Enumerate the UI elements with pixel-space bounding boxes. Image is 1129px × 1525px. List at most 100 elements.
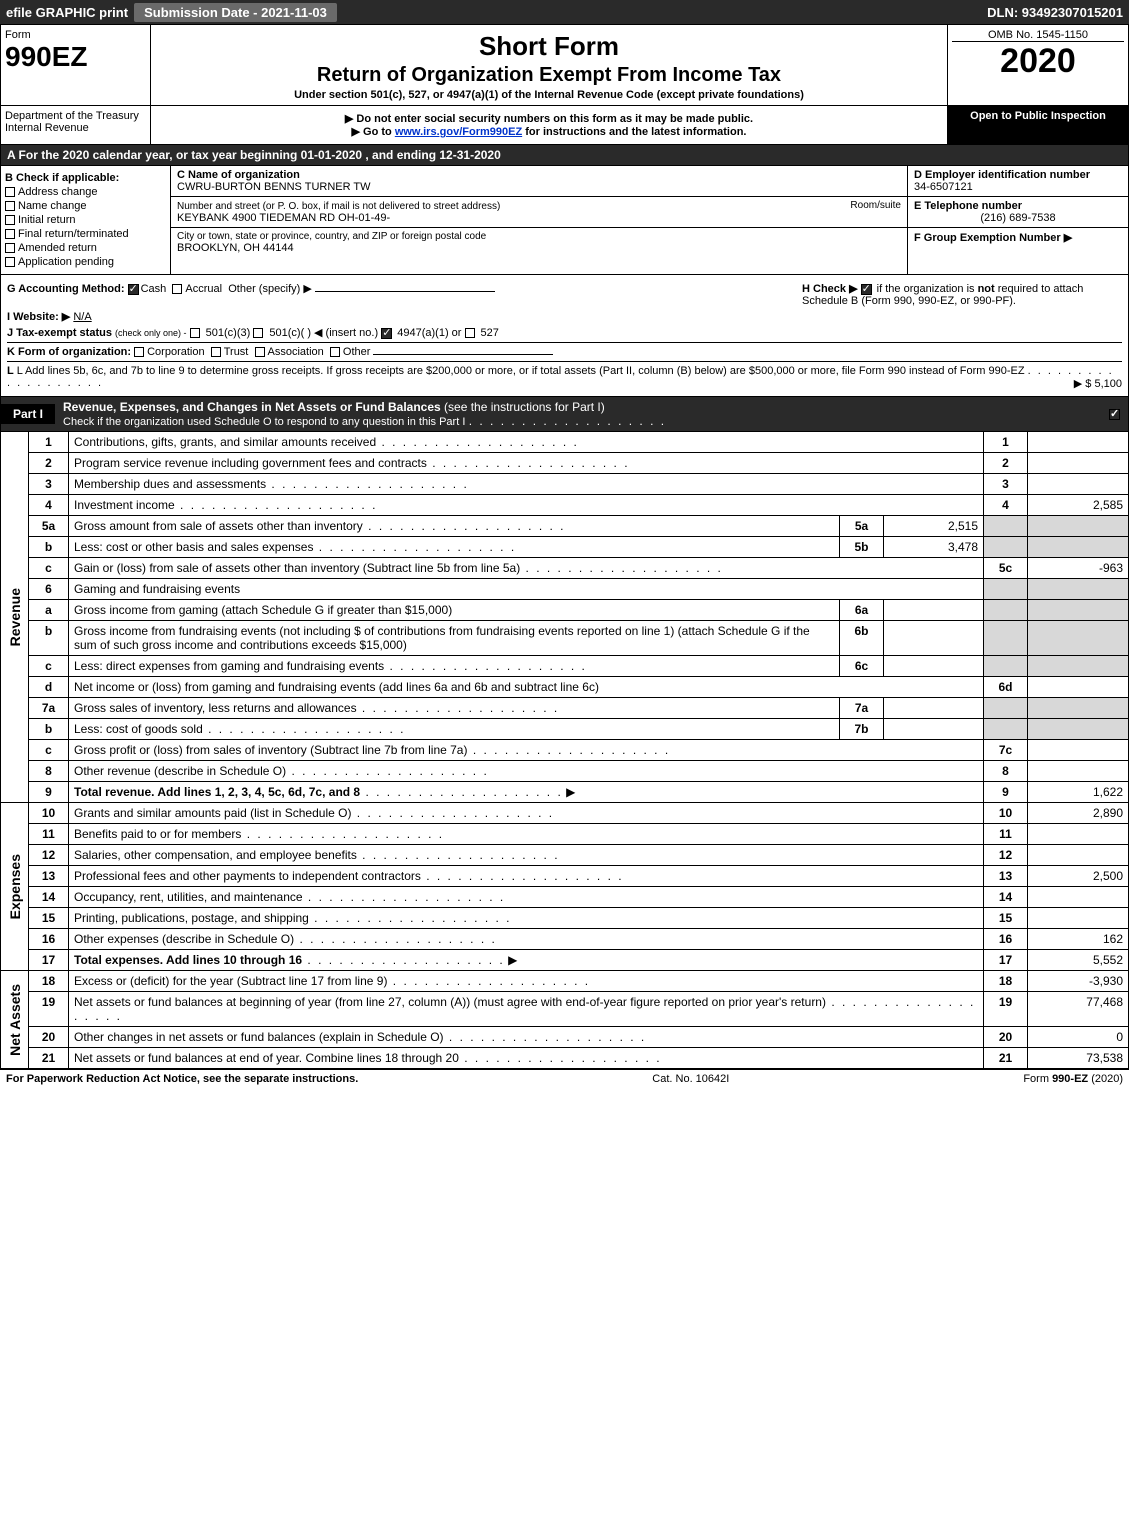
- city-label: City or town, state or province, country…: [177, 231, 901, 242]
- check-name-change[interactable]: Name change: [5, 200, 166, 212]
- check-label: Name change: [18, 200, 87, 212]
- form-number: 990EZ: [5, 41, 146, 73]
- irs-link[interactable]: www.irs.gov/Form990EZ: [395, 126, 522, 138]
- line-i: I Website: ▶ N/A: [7, 310, 1122, 323]
- f-label: F Group Exemption Number ▶: [914, 232, 1072, 244]
- section-def: D Employer identification number 34-6507…: [908, 166, 1128, 274]
- check-trust[interactable]: [211, 347, 221, 357]
- inner-code: 6a: [840, 600, 884, 620]
- row-desc: Net assets or fund balances at end of ye…: [74, 1051, 459, 1065]
- dept-cell: Department of the Treasury Internal Reve…: [1, 106, 151, 144]
- f-block: F Group Exemption Number ▶: [908, 228, 1128, 247]
- line-g-h: G Accounting Method: Cash Accrual Other …: [7, 282, 1122, 307]
- part1-checkbox[interactable]: [1109, 409, 1120, 420]
- h-not: not: [978, 283, 995, 295]
- row-val: [1028, 845, 1128, 865]
- revenue-label: Revenue: [7, 588, 23, 646]
- row-11: 11Benefits paid to or for members11: [29, 824, 1128, 845]
- check-h[interactable]: [861, 284, 872, 295]
- row-12: 12Salaries, other compensation, and empl…: [29, 845, 1128, 866]
- check-address-change[interactable]: Address change: [5, 186, 166, 198]
- addr-block: Number and street (or P. O. box, if mail…: [171, 197, 907, 228]
- instructions-cell: ▶ Do not enter social security numbers o…: [151, 106, 948, 144]
- g-cash: Cash: [141, 283, 167, 295]
- row-num: a: [29, 600, 69, 620]
- header-right: OMB No. 1545-1150 2020: [948, 25, 1128, 105]
- row-desc: Other changes in net assets or fund bala…: [74, 1030, 444, 1044]
- revenue-body: 1 Contributions, gifts, grants, and simi…: [29, 432, 1128, 802]
- row-num: 7a: [29, 698, 69, 718]
- shade-cell: [1028, 579, 1128, 599]
- line-l: L L Add lines 5b, 6c, and 7b to line 9 t…: [7, 361, 1122, 389]
- check-label: Final return/terminated: [18, 228, 129, 240]
- ein-value: 34-6507121: [914, 181, 1122, 193]
- h-label: H Check ▶: [802, 283, 858, 295]
- row-val: [1028, 453, 1128, 473]
- row-desc: Occupancy, rent, utilities, and maintena…: [74, 890, 303, 904]
- shade-cell: [984, 600, 1028, 620]
- row-21: 21 Net assets or fund balances at end of …: [29, 1048, 1128, 1068]
- check-corp[interactable]: [134, 347, 144, 357]
- check-accrual[interactable]: [172, 284, 182, 294]
- tax-year: 2020: [952, 42, 1124, 81]
- expenses-body: 10Grants and similar amounts paid (list …: [29, 803, 1128, 970]
- inner-val: 3,478: [884, 537, 984, 557]
- calendar-year-row: A For the 2020 calendar year, or tax yea…: [0, 145, 1129, 166]
- footer-right: Form 990-EZ (2020): [1023, 1073, 1123, 1085]
- row-5b: b Less: cost or other basis and sales ex…: [29, 537, 1128, 558]
- check-final-return[interactable]: Final return/terminated: [5, 228, 166, 240]
- row-19: 19Net assets or fund balances at beginni…: [29, 992, 1128, 1027]
- row-desc: Gaming and fundraising events: [69, 579, 984, 599]
- row-val: [1028, 474, 1128, 494]
- row-17: 17Total expenses. Add lines 10 through 1…: [29, 950, 1128, 970]
- row-5c: c Gain or (loss) from sale of assets oth…: [29, 558, 1128, 579]
- row-code: 8: [984, 761, 1028, 781]
- row-6a: a Gross income from gaming (attach Sched…: [29, 600, 1128, 621]
- row-val: [1028, 908, 1128, 928]
- check-501c3[interactable]: [190, 328, 200, 338]
- revenue-section: Revenue 1 Contributions, gifts, grants, …: [0, 432, 1129, 803]
- check-amended-return[interactable]: Amended return: [5, 242, 166, 254]
- l-text: L Add lines 5b, 6c, and 7b to line 9 to …: [17, 365, 1025, 377]
- row-num: d: [29, 677, 69, 697]
- check-initial-return[interactable]: Initial return: [5, 214, 166, 226]
- part1-tab: Part I: [1, 404, 55, 424]
- row-num: b: [29, 537, 69, 557]
- row-code: 21: [984, 1048, 1028, 1068]
- row-num: 5a: [29, 516, 69, 536]
- row-code: 13: [984, 866, 1028, 886]
- inner-val: [884, 621, 984, 655]
- row-val: 77,468: [1028, 992, 1128, 1026]
- j-sub: (check only one) -: [115, 328, 187, 338]
- check-527[interactable]: [465, 328, 475, 338]
- row-val: [1028, 761, 1128, 781]
- e-block: E Telephone number (216) 689-7538: [908, 197, 1128, 228]
- check-501c[interactable]: [253, 328, 263, 338]
- check-application-pending[interactable]: Application pending: [5, 256, 166, 268]
- top-bar: efile GRAPHIC print Submission Date - 20…: [0, 0, 1129, 24]
- check-4947[interactable]: [381, 328, 392, 339]
- form-header: Form 990EZ Short Form Return of Organiza…: [0, 24, 1129, 106]
- row-num: 13: [29, 866, 69, 886]
- warning-text: ▶ Do not enter social security numbers o…: [157, 112, 941, 125]
- check-cash[interactable]: [128, 284, 139, 295]
- inner-val: [884, 719, 984, 739]
- revenue-label-cell: Revenue: [1, 432, 29, 802]
- section-c: C Name of organization CWRU-BURTON BENNS…: [171, 166, 908, 274]
- row-16: 16Other expenses (describe in Schedule O…: [29, 929, 1128, 950]
- netassets-section: Net Assets 18Excess or (deficit) for the…: [0, 971, 1129, 1069]
- row-desc: Other expenses (describe in Schedule O): [74, 932, 294, 946]
- row-num: 9: [29, 782, 69, 802]
- row-val: 5,552: [1028, 950, 1128, 970]
- row-code: 3: [984, 474, 1028, 494]
- row-code: 14: [984, 887, 1028, 907]
- check-label: Address change: [18, 186, 98, 198]
- row-code: 20: [984, 1027, 1028, 1047]
- title-return: Return of Organization Exempt From Incom…: [155, 64, 943, 87]
- city-value: BROOKLYN, OH 44144: [177, 242, 901, 254]
- line-j: J Tax-exempt status (check only one) - 5…: [7, 326, 1122, 339]
- row-val: 73,538: [1028, 1048, 1128, 1068]
- check-other[interactable]: [330, 347, 340, 357]
- check-assoc[interactable]: [255, 347, 265, 357]
- header-center: Short Form Return of Organization Exempt…: [151, 25, 948, 105]
